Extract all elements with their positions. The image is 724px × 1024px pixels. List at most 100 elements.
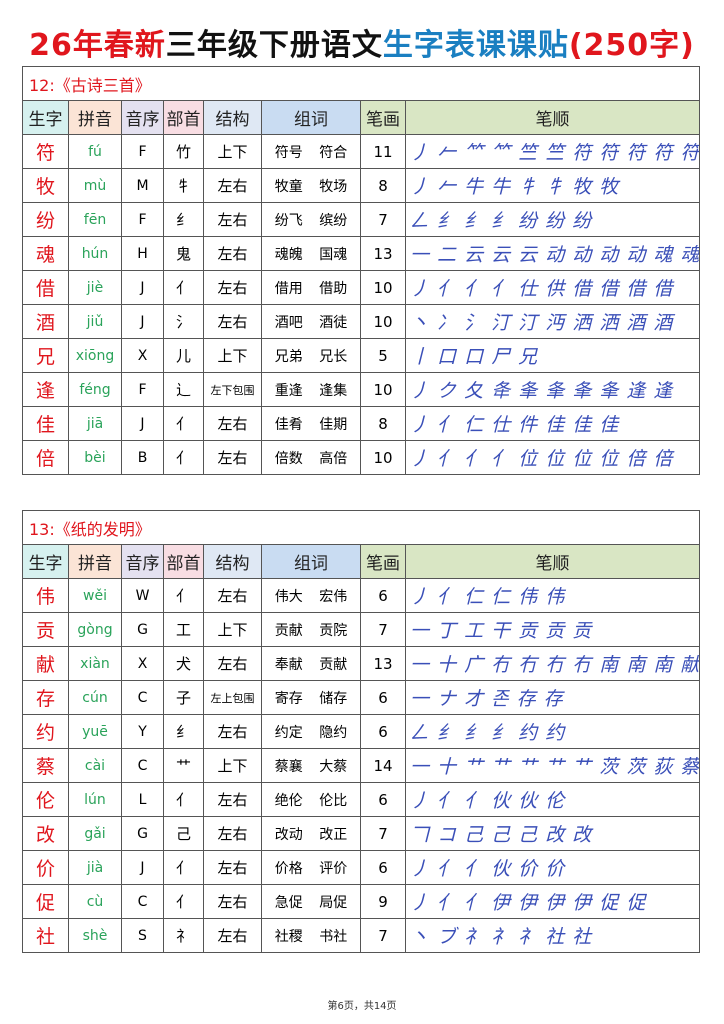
cell-word-groups: 纷飞 缤纷 (261, 202, 361, 237)
cell-word-groups: 约定 隐约 (261, 714, 361, 749)
cell-word-groups: 重逢 逢集 (261, 372, 361, 407)
cell-structure: 左右 (203, 850, 262, 885)
cell-word-groups: 魂魄 国魂 (261, 236, 361, 271)
header-initial: 音序 (121, 100, 164, 135)
cell-word-groups: 寄存 储存 (261, 680, 361, 715)
cell-initial: F (121, 202, 164, 237)
cell-initial: C (121, 748, 164, 783)
cell-pinyin: yuē (68, 714, 122, 749)
cell-initial: H (121, 236, 164, 271)
cell-stroke-order: 一 十 广 冇 冇 冇 冇 南 南 南 献 献 献 (404, 646, 701, 681)
lesson-table-12: 12:《古诗三首》 生字 拼音 音序 部首 结构 组词 笔画 笔顺符 fú F 竹上下 符号 符合 11 丿… (21, 66, 701, 475)
cell-initial: G (121, 612, 164, 647)
table-row: 符 fú F 竹上下 符号 符合 11 丿 𠂉 ⺮ ⺮ 竺 竺 符 符 符 符 符 (22, 134, 701, 169)
cell-pinyin: gòng (68, 612, 122, 647)
cell-radical: 工 (163, 612, 204, 647)
cell-initial: J (121, 304, 164, 339)
cell-stroke-order: 丿 亻 亻 伊 伊 伊 伊 促 促 (404, 884, 701, 919)
cell-character: 改 (22, 816, 69, 851)
cell-radical: 亻 (163, 440, 204, 475)
cell-stroke-count: 7 (360, 202, 406, 237)
cell-stroke-order: 丿 ク 夂 夅 夆 夆 夆 夆 逢 逢 (404, 372, 701, 407)
cell-pinyin: fú (68, 134, 122, 169)
cell-initial: S (121, 918, 164, 953)
cell-stroke-count: 7 (360, 612, 406, 647)
cell-radical: 辶 (163, 372, 204, 407)
lesson-title: 13:《纸的发明》 (21, 510, 701, 545)
table-row: 借 jiè J 亻左右 借用 借助 10 丿 亻 亻 亻 仕 供 借 借 借 借 (22, 270, 701, 305)
page-footer: 第6页，共14页 (327, 1001, 397, 1012)
cell-stroke-order: 丿 亻 仁 仕 件 佳 佳 佳 (404, 406, 701, 441)
cell-stroke-count: 5 (360, 338, 406, 373)
cell-radical: 牜 (163, 168, 204, 203)
header-word-groups: 组词 (261, 544, 361, 579)
table-row: 佳 jiā J 亻左右 佳肴 佳期 8 丿 亻 仁 仕 件 佳 佳 佳 (22, 406, 701, 441)
cell-pinyin: jià (68, 850, 122, 885)
cell-pinyin: xiōng (68, 338, 122, 373)
cell-initial: B (121, 440, 164, 475)
cell-word-groups: 倍数 高倍 (261, 440, 361, 475)
table-row: 纷 fēn F 纟左右 纷飞 缤纷 7 𠃋 纟 纟 纟 纷 纷 纷 (22, 202, 701, 237)
table-row: 牧 mù M 牜左右 牧童 牧场 8 丿 𠂉 牛 牛 牜 牜 牧 牧 (22, 168, 701, 203)
cell-stroke-count: 10 (360, 270, 406, 305)
cell-word-groups: 蔡襄 大蔡 (261, 748, 361, 783)
cell-radical: 竹 (163, 134, 204, 169)
cell-stroke-count: 10 (360, 304, 406, 339)
cell-stroke-count: 6 (360, 782, 406, 817)
cell-stroke-count: 7 (360, 918, 406, 953)
cell-stroke-order: 丿 𠂉 ⺮ ⺮ 竺 竺 符 符 符 符 符 (404, 134, 701, 169)
lesson-title: 12:《古诗三首》 (21, 66, 701, 101)
cell-radical: 鬼 (163, 236, 204, 271)
cell-radical: 子 (163, 680, 204, 715)
cell-structure: 上下 (203, 338, 262, 373)
cell-radical: 亻 (163, 578, 204, 613)
cell-structure: 左右 (203, 440, 262, 475)
header-radical: 部首 (163, 100, 204, 135)
cell-stroke-count: 8 (360, 168, 406, 203)
cell-word-groups: 牧童 牧场 (261, 168, 361, 203)
cell-structure: 左下包围 (203, 372, 262, 407)
cell-initial: C (121, 884, 164, 919)
cell-radical: 己 (163, 816, 204, 851)
table-row: 伦 lún L 亻左右 绝伦 伦比 6 丿 亻 亻 伙 伙 伦 (22, 782, 701, 817)
cell-stroke-count: 9 (360, 884, 406, 919)
header-stroke-order: 笔顺 (404, 100, 701, 135)
title-part-subject: 生字表课课贴 (382, 28, 569, 63)
cell-pinyin: bèi (68, 440, 122, 475)
cell-stroke-order: 丶 冫 氵 汀 汀 沔 洒 洒 酒 酒 (404, 304, 701, 339)
cell-initial: M (121, 168, 164, 203)
cell-structure: 左右 (203, 270, 262, 305)
header-pinyin: 拼音 (68, 544, 122, 579)
cell-character: 佳 (22, 406, 69, 441)
cell-pinyin: cài (68, 748, 122, 783)
cell-initial: J (121, 850, 164, 885)
cell-stroke-count: 13 (360, 236, 406, 271)
cell-character: 约 (22, 714, 69, 749)
cell-structure: 左右 (203, 202, 262, 237)
cell-stroke-order: 一 十 艹 艹 艹 艹 艹 茨 茨 荻 蔡 蔡 蔡 蔡 (404, 748, 701, 783)
header-stroke-count: 笔画 (360, 100, 406, 135)
cell-character: 牧 (22, 168, 69, 203)
cell-character: 酒 (22, 304, 69, 339)
table-row: 促 cù C 亻左右 急促 局促 9 丿 亻 亻 伊 伊 伊 伊 促 促 (22, 884, 701, 919)
cell-pinyin: shè (68, 918, 122, 953)
cell-initial: X (121, 646, 164, 681)
cell-stroke-count: 14 (360, 748, 406, 783)
cell-structure: 左右 (203, 304, 262, 339)
cell-character: 纷 (22, 202, 69, 237)
header-character: 生字 (22, 100, 69, 135)
cell-structure: 上下 (203, 748, 262, 783)
cell-character: 价 (22, 850, 69, 885)
cell-stroke-count: 6 (360, 578, 406, 613)
header-pinyin: 拼音 (68, 100, 122, 135)
lesson-table-13: 13:《纸的发明》 生字 拼音 音序 部首 结构 组词 笔画 笔顺伟 wěi W 亻左右 伟大 宏伟 6 丿… (21, 510, 701, 953)
cell-structure: 左右 (203, 816, 262, 851)
cell-word-groups: 酒吧 酒徒 (261, 304, 361, 339)
cell-pinyin: hún (68, 236, 122, 271)
cell-character: 兄 (22, 338, 69, 373)
cell-stroke-count: 13 (360, 646, 406, 681)
cell-stroke-count: 10 (360, 440, 406, 475)
